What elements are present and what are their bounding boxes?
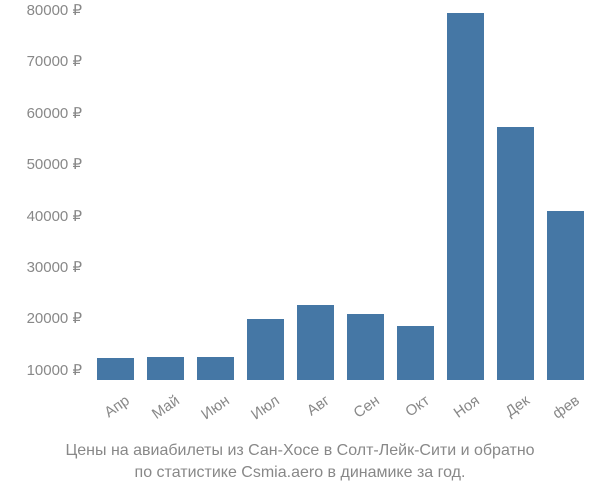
x-tick-label: Ноя: [451, 392, 483, 422]
y-tick-label: 10000 ₽: [27, 361, 82, 379]
bar: [297, 305, 334, 380]
y-tick-label: 70000 ₽: [27, 52, 82, 70]
bar: [247, 319, 284, 380]
y-tick-label: 60000 ₽: [27, 104, 82, 122]
y-tick-label: 30000 ₽: [27, 258, 82, 276]
y-tick-label: 80000 ₽: [27, 1, 82, 19]
bar: [347, 314, 384, 380]
y-tick-label: 50000 ₽: [27, 155, 82, 173]
y-tick-label: 20000 ₽: [27, 309, 82, 327]
bar: [397, 326, 434, 380]
x-tick-label: Сен: [350, 392, 382, 422]
y-tick-label: 40000 ₽: [27, 207, 82, 225]
x-tick-label: Дек: [502, 392, 532, 420]
bar: [147, 357, 184, 380]
bar: [447, 13, 484, 380]
x-tick-label: Июл: [248, 392, 283, 423]
bar: [97, 358, 134, 380]
x-tick-label: Окт: [402, 392, 432, 420]
x-tick-label: фев: [550, 392, 583, 422]
caption-line: Цены на авиабилеты из Сан-Хосе в Солт-Ле…: [0, 440, 600, 462]
x-tick-label: Июн: [198, 392, 233, 423]
price-bar-chart: 10000 ₽ 20000 ₽ 30000 ₽ 40000 ₽ 50000 ₽ 60000…: [0, 0, 600, 500]
x-tick-label: Авг: [304, 392, 333, 419]
bar: [497, 127, 534, 380]
x-tick-label: Май: [149, 392, 183, 423]
bar: [197, 357, 234, 380]
x-tick-label: Апр: [101, 392, 132, 421]
plot-area: 10000 ₽20000 ₽30000 ₽40000 ₽50000 ₽60000…: [90, 10, 590, 380]
bar: [547, 211, 584, 380]
chart-caption: Цены на авиабилеты из Сан-Хосе в Солт-Ле…: [0, 440, 600, 483]
caption-line: по статистике Csmia.aero в динамике за г…: [0, 462, 600, 484]
